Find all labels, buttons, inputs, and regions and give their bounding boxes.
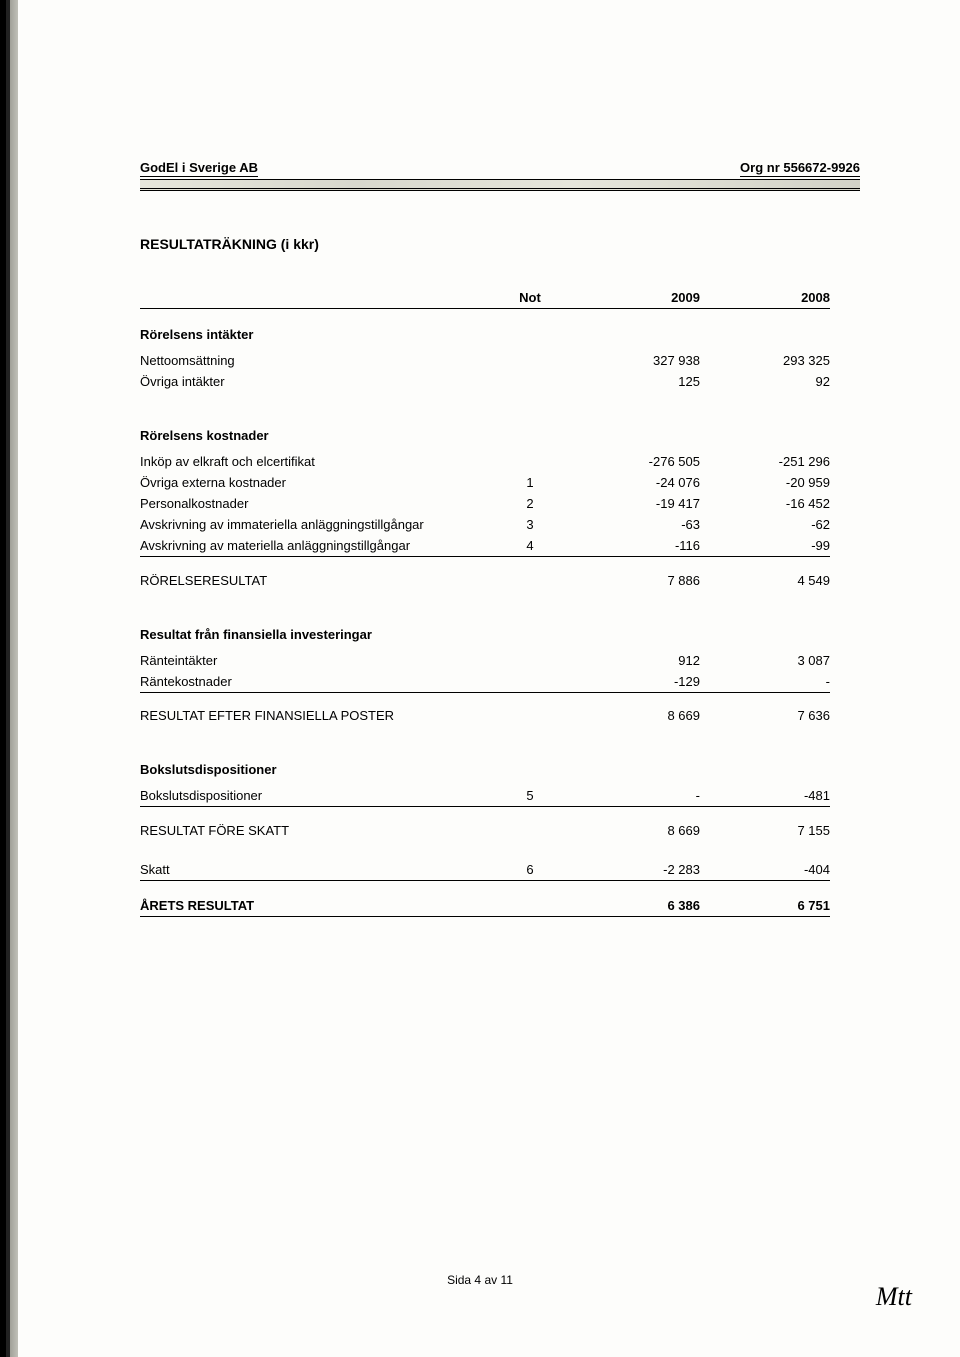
table-row: RESULTAT FÖRE SKATT8 6697 155 (140, 807, 830, 841)
document-title: RESULTATRÄKNING (i kkr) (140, 236, 860, 252)
org-number: Org nr 556672-9926 (740, 160, 860, 177)
col-2009: 2009 (570, 282, 700, 309)
table-row (140, 726, 830, 744)
header-rule (140, 179, 860, 191)
table-row: RESULTAT EFTER FINANSIELLA POSTER8 6697 … (140, 692, 830, 726)
table-row: Rörelsens kostnader (140, 410, 830, 451)
table-row: RÖRELSERESULTAT7 8864 549 (140, 557, 830, 591)
table-row (140, 392, 830, 410)
scan-edge (0, 0, 18, 1357)
table-row: Avskrivning av materiella anläggningstil… (140, 535, 830, 557)
table-row: Avskrivning av immateriella anläggningst… (140, 514, 830, 535)
table-row: Skatt6-2 283-404 (140, 859, 830, 881)
table-row: Resultat från finansiella investeringar (140, 609, 830, 650)
table-row: Ränteintäkter9123 087 (140, 650, 830, 671)
table-row (140, 591, 830, 609)
table-row: Räntekostnader-129- (140, 671, 830, 693)
table-row: Bokslutsdispositioner5--481 (140, 785, 830, 807)
signature: Mtt (876, 1282, 912, 1312)
table-row: Övriga intäkter12592 (140, 371, 830, 392)
col-label (140, 282, 490, 309)
income-statement-table: Not 2009 2008 Rörelsens intäkterNettooms… (140, 282, 830, 917)
table-row (140, 841, 830, 859)
table-row: Bokslutsdispositioner (140, 744, 830, 785)
table-row: Inköp av elkraft och elcertifikat-276 50… (140, 451, 830, 472)
table-row: Rörelsens intäkter (140, 309, 830, 351)
document-page: GodEl i Sverige AB Org nr 556672-9926 RE… (0, 0, 960, 1357)
company-name: GodEl i Sverige AB (140, 160, 258, 177)
table-row: Personalkostnader2-19 417-16 452 (140, 493, 830, 514)
page-footer: Sida 4 av 11 (0, 1273, 960, 1287)
table-row: Nettoomsättning327 938293 325 (140, 350, 830, 371)
col-2008: 2008 (700, 282, 830, 309)
document-header: GodEl i Sverige AB Org nr 556672-9926 (140, 160, 860, 177)
table-row: ÅRETS RESULTAT6 3866 751 (140, 880, 830, 916)
col-not: Not (490, 282, 570, 309)
table-row: Övriga externa kostnader1-24 076-20 959 (140, 472, 830, 493)
